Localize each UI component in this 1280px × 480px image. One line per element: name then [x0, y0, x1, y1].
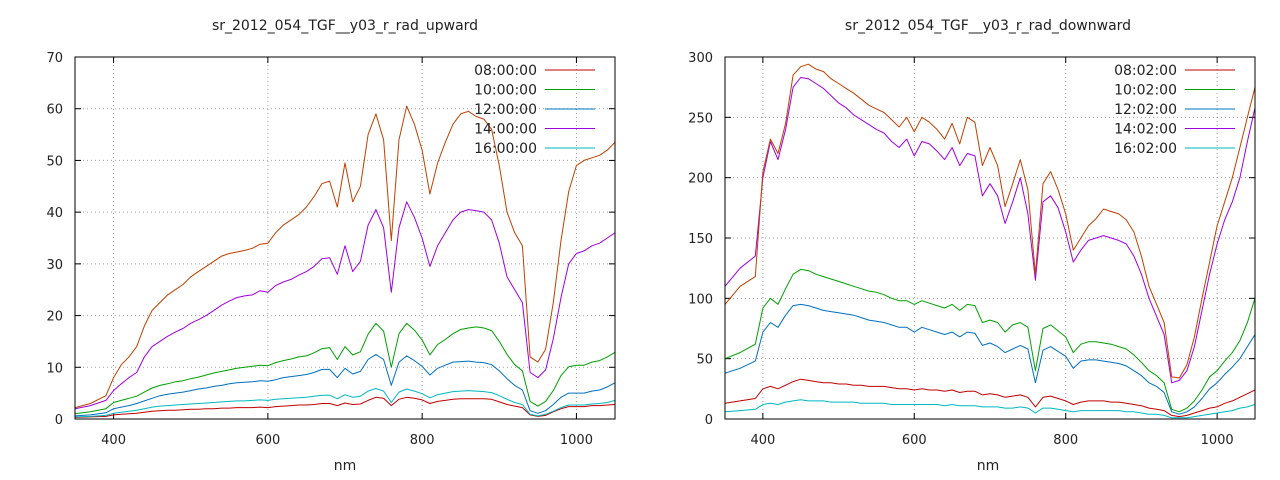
- y-tick-label: 0: [55, 413, 63, 428]
- y-tick-label: 150: [688, 232, 713, 247]
- y-tick-label: 50: [696, 353, 713, 368]
- series-line: [725, 399, 1255, 419]
- plot-frame: [724, 56, 1256, 420]
- series-line: [725, 303, 1255, 415]
- legend-label: 10:02:00: [1114, 83, 1177, 99]
- x-axis-label: nm: [977, 458, 1000, 474]
- legend-label: 10:00:00: [474, 83, 537, 99]
- chart-title: sr_2012_054_TGF__y03_r_rad_upward: [212, 18, 478, 34]
- x-tick-label: 600: [255, 433, 280, 448]
- x-tick-label: 1000: [1201, 433, 1234, 448]
- legend-label: 08:00:00: [474, 63, 537, 79]
- y-tick-label: 0: [705, 413, 713, 428]
- y-tick-label: 30: [46, 258, 63, 273]
- legend-label: 12:00:00: [474, 102, 537, 118]
- y-tick-label: 300: [688, 51, 713, 66]
- series-line: [75, 396, 615, 418]
- x-tick-label: 400: [101, 433, 126, 448]
- x-tick-label: 400: [750, 433, 775, 448]
- y-tick-label: 100: [688, 292, 713, 307]
- legend-label: 12:02:00: [1114, 102, 1177, 118]
- series-line: [725, 378, 1255, 418]
- series-line: [725, 268, 1255, 413]
- chart-downward: sr_2012_054_TGF__y03_r_rad_downward nm 4…: [688, 18, 1256, 474]
- y-tick-label: 200: [688, 172, 713, 187]
- y-tick-label: 60: [46, 103, 63, 118]
- series-line: [725, 77, 1255, 384]
- chart-title: sr_2012_054_TGF__y03_r_rad_downward: [845, 18, 1131, 34]
- series-line: [75, 201, 615, 410]
- x-tick-label: 800: [410, 433, 435, 448]
- y-tick-label: 20: [46, 310, 63, 325]
- y-tick-label: 50: [46, 154, 63, 169]
- x-axis-label: nm: [334, 458, 357, 474]
- series-line: [75, 105, 615, 409]
- legend-label: 14:00:00: [474, 122, 537, 138]
- y-tick-label: 70: [46, 51, 63, 66]
- chart-upward: sr_2012_054_TGF__y03_r_rad_upward nm 400…: [46, 18, 616, 474]
- x-tick-label: 1000: [560, 433, 593, 448]
- series-line: [75, 388, 615, 418]
- y-tick-label: 40: [46, 206, 63, 221]
- legend-label: 16:02:00: [1114, 141, 1177, 157]
- series-line: [75, 322, 615, 415]
- series-line: [725, 63, 1255, 379]
- y-tick-label: 250: [688, 111, 713, 126]
- x-tick-label: 600: [902, 433, 927, 448]
- y-tick-label: 10: [46, 361, 63, 376]
- legend-label: 14:02:00: [1114, 122, 1177, 138]
- legend-label: 16:00:00: [474, 141, 537, 157]
- series-line: [75, 353, 615, 417]
- x-tick-label: 800: [1053, 433, 1078, 448]
- plot-frame: [74, 56, 616, 420]
- legend-label: 08:02:00: [1114, 63, 1177, 79]
